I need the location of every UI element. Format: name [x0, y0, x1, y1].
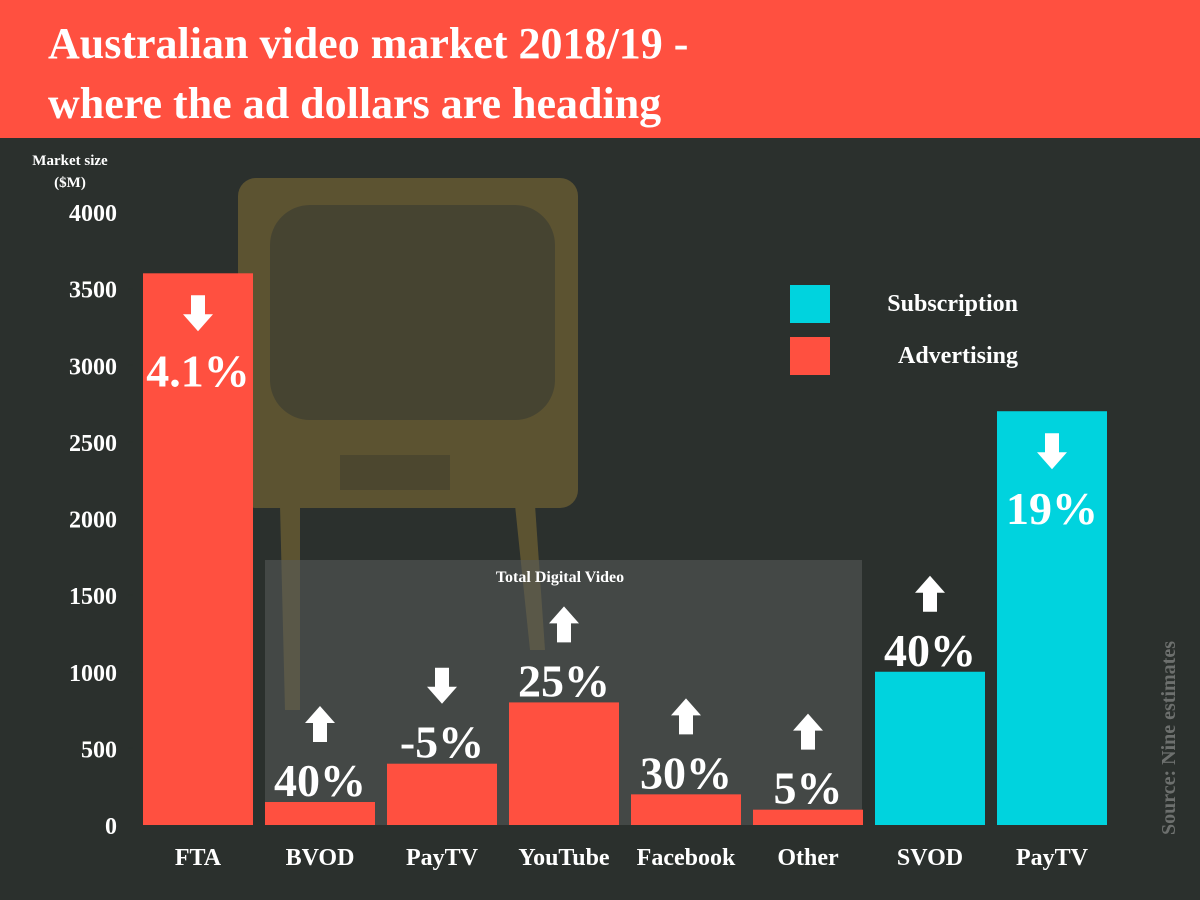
y-tick-label: 2500: [69, 431, 117, 457]
bar: [997, 411, 1107, 825]
legend-swatch: [790, 337, 830, 375]
bar: [143, 273, 253, 825]
bar: [631, 794, 741, 825]
change-arrow: [1037, 433, 1067, 470]
y-axis-label: Market size ($M): [32, 153, 108, 191]
bar: [387, 763, 497, 825]
change-arrow: [915, 575, 945, 612]
change-arrow: [793, 713, 823, 750]
change-label: -5%: [400, 717, 484, 768]
change-arrow: [183, 295, 213, 332]
change-label: 30%: [640, 747, 732, 798]
change-arrow: [671, 698, 701, 735]
annotation: Total Digital Video: [496, 569, 624, 586]
y-tick-label: 500: [81, 737, 117, 763]
x-tick-label: SVOD: [897, 845, 963, 871]
source: Source: Nine estimates: [1158, 641, 1180, 835]
y-tick-label: 1500: [69, 584, 117, 610]
change-arrow: [549, 606, 579, 643]
change-label: 40%: [274, 755, 366, 806]
bar: [509, 702, 619, 825]
x-tick-label: Other: [777, 845, 839, 871]
x-tick-label: FTA: [175, 845, 222, 871]
bar: [753, 809, 863, 825]
change-label: 4.1%: [146, 345, 250, 396]
x-tick-label: PayTV: [406, 845, 479, 871]
change-label: 5%: [774, 763, 843, 814]
x-tick-label: YouTube: [518, 845, 610, 871]
legend-swatch: [790, 285, 830, 323]
y-tick-label: 0: [105, 814, 117, 840]
y-tick-label: 3500: [69, 278, 117, 304]
y-tick-label: 4000: [69, 201, 117, 227]
x-tick-label: Facebook: [637, 845, 736, 871]
change-label: 19%: [1006, 483, 1098, 534]
bar: [875, 671, 985, 825]
legend-label: Subscription: [887, 291, 1018, 317]
x-tick-label: PayTV: [1016, 845, 1089, 871]
change-label: 40%: [884, 625, 976, 676]
title-banner: [0, 0, 1200, 138]
y-tick-label: 2000: [69, 508, 117, 534]
change-arrow: [427, 667, 457, 704]
chart-title: Australian video market 2018/19 -: [48, 19, 688, 68]
legend-label: Advertising: [898, 343, 1018, 369]
y-tick-label: 3000: [69, 354, 117, 380]
chart-title: where the ad dollars are heading: [48, 79, 661, 128]
y-tick-label: 1000: [69, 661, 117, 687]
x-tick-label: BVOD: [286, 845, 355, 871]
change-arrow: [305, 706, 335, 743]
change-label: 25%: [518, 655, 610, 706]
bar: [265, 802, 375, 825]
